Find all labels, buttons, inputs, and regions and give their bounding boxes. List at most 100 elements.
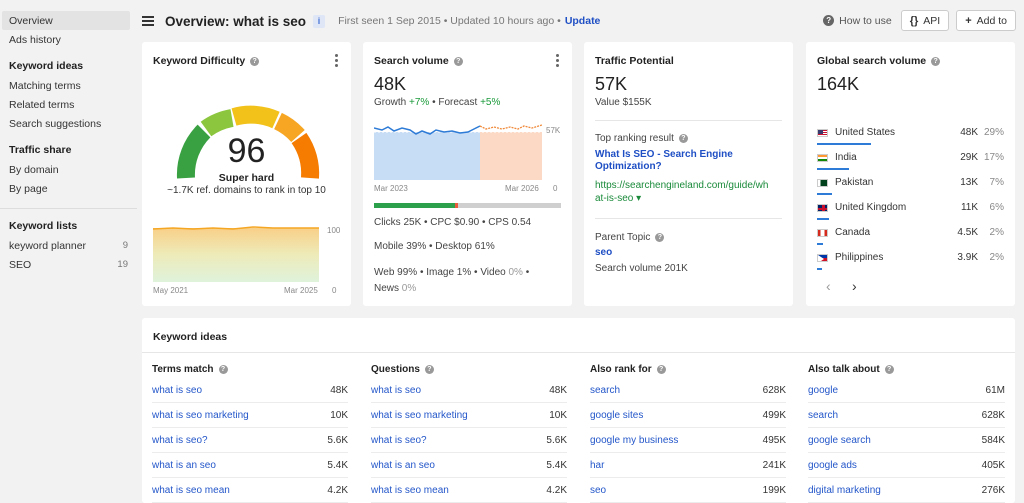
sidebar-item-matching-terms[interactable]: Matching terms [9, 79, 81, 92]
sidebar-item-ads-history[interactable]: Ads history [9, 33, 61, 46]
kd-subtext: ~1.7K ref. domains to rank in top 10 [167, 185, 326, 196]
tp-value-usd: Value $155K [595, 97, 652, 108]
prev-page-icon[interactable]: ‹ [826, 278, 831, 294]
country-row[interactable]: India 29K 17% [817, 145, 1004, 170]
help-icon[interactable]: ? [453, 56, 463, 66]
table-row[interactable]: what is an seo 5.4K [152, 453, 348, 478]
sidebar-item-overview[interactable]: Overview [2, 11, 130, 30]
kd-ymin: 0 [332, 286, 337, 295]
kd-title: Keyword Difficulty? [153, 55, 260, 67]
table-row[interactable]: what is seo 48K [152, 378, 348, 403]
ideas-col-questions: Questions? what is seo 48K what is seo ma… [371, 360, 567, 503]
country-bar [817, 168, 849, 170]
table-row[interactable]: what is an seo 5.4K [371, 453, 567, 478]
flag-in-icon [817, 153, 828, 162]
sidebar-section-keyword-lists: Keyword lists [9, 220, 78, 232]
update-link[interactable]: Update [564, 15, 601, 27]
info-icon[interactable]: i [313, 14, 326, 28]
flag-pk-icon [817, 178, 828, 187]
kebab-menu-icon[interactable] [335, 54, 339, 67]
next-page-icon[interactable]: › [852, 278, 857, 294]
sidebar-list-seo[interactable]: SEO 19 [9, 258, 128, 271]
sidebar-item-by-domain[interactable]: By domain [9, 163, 59, 176]
country-row[interactable]: Canada 4.5K 2% [817, 220, 1004, 245]
gsv-title: Global search volume? [817, 55, 941, 67]
sidebar-item-related-terms[interactable]: Related terms [9, 98, 75, 111]
table-row[interactable]: google ads 405K [808, 453, 1005, 478]
sv-growth: Growth +7% • Forecast +5% [374, 97, 501, 108]
table-row[interactable]: digital marketing 276K [808, 478, 1005, 503]
sidebar-item-by-page[interactable]: By page [9, 182, 48, 195]
help-icon[interactable]: ? [678, 134, 688, 143]
table-row[interactable]: google 61M [808, 378, 1005, 403]
ideas-col-also-rank-for: Also rank for? search 628K google sites 49… [590, 360, 786, 503]
help-icon[interactable]: ? [931, 56, 941, 66]
country-row[interactable]: United Kingdom 11K 6% [817, 195, 1004, 220]
plus-icon: + [965, 14, 972, 27]
tp-value: 57K [595, 74, 628, 94]
table-row[interactable]: search 628K [590, 378, 786, 403]
tp-top-result-url[interactable]: https://searchengineland.com/guide/what-… [595, 180, 769, 204]
sidebar-section-keyword-ideas: Keyword ideas [9, 60, 84, 72]
flag-ca-icon [817, 228, 828, 237]
tp-card: Traffic Potential 57K Value $155K Top ra… [584, 42, 793, 306]
country-bar [817, 143, 871, 145]
table-row[interactable]: what is seo mean 4.2K [371, 478, 567, 503]
sidebar-item-search-suggestions[interactable]: Search suggestions [9, 117, 102, 130]
tp-parent-sv: Search volume 201K [595, 263, 688, 274]
tp-title: Traffic Potential [595, 55, 674, 67]
table-row[interactable]: what is seo marketing 10K [152, 403, 348, 428]
sidebar-section-traffic-share: Traffic share [9, 144, 72, 156]
gsv-card: Global search volume? 164K United States… [806, 42, 1015, 306]
country-bar [817, 193, 832, 195]
table-row[interactable]: search 628K [808, 403, 1005, 428]
sidebar-list-keyword-planner[interactable]: keyword planner 9 [9, 239, 128, 252]
country-row[interactable]: Philippines 3.9K 2% [817, 245, 1004, 270]
table-row[interactable]: what is seo 48K [371, 378, 567, 403]
ideas-col-terms-match: Terms match? what is seo 48K what is seo … [152, 360, 348, 503]
gsv-value: 164K [817, 74, 860, 94]
menu-icon[interactable] [142, 16, 154, 26]
table-row[interactable]: what is seo? 5.6K [371, 428, 567, 453]
how-to-use-link[interactable]: ? How to use [823, 15, 892, 27]
tp-parent-topic[interactable]: seo [595, 247, 613, 258]
keyword-ideas-card: Keyword ideas Terms match? what is seo 48… [142, 318, 1015, 503]
table-row[interactable]: what is seo? 5.6K [152, 428, 348, 453]
sidebar-divider [0, 208, 137, 209]
table-row[interactable]: google sites 499K [590, 403, 786, 428]
kd-x-start: May 2021 [153, 286, 189, 295]
table-row[interactable]: what is seo mean 4.2K [152, 478, 348, 503]
kd-card: Keyword Difficulty? 96 Super hard ~1.7K … [142, 42, 351, 306]
page-title: Overview: what is seo [165, 13, 307, 29]
help-icon[interactable]: ? [655, 233, 665, 242]
kd-value: 96 [227, 132, 266, 170]
tp-top-result-title[interactable]: What Is SEO - Search Engine Optimization… [595, 149, 733, 172]
table-row[interactable]: google search 584K [808, 428, 1005, 453]
table-row[interactable]: har 241K [590, 453, 786, 478]
table-row[interactable]: what is seo marketing 10K [371, 403, 567, 428]
api-icon: {} [909, 14, 919, 27]
sv-clicks: Clicks 25K • CPC $0.90 • CPS 0.54 [374, 217, 532, 228]
table-row[interactable]: google my business 495K [590, 428, 786, 453]
add-to-button[interactable]: + Add to [956, 10, 1016, 31]
tp-top-result-label: Top ranking result? [595, 133, 688, 144]
flag-us-icon [817, 128, 828, 137]
kebab-menu-icon[interactable] [556, 54, 560, 67]
help-icon[interactable]: ? [656, 364, 666, 374]
country-row[interactable]: Pakistan 13K 7% [817, 170, 1004, 195]
api-button[interactable]: {} API [900, 10, 950, 31]
help-icon[interactable]: ? [884, 364, 894, 374]
sv-title: Search volume? [374, 55, 463, 67]
question-icon: ? [823, 15, 835, 26]
help-icon[interactable]: ? [250, 56, 260, 66]
help-icon[interactable]: ? [424, 364, 434, 374]
kd-gauge [176, 105, 320, 179]
country-bar [817, 218, 829, 220]
table-row[interactable]: seo 199K [590, 478, 786, 503]
list-count: 19 [117, 259, 128, 270]
help-icon[interactable]: ? [218, 364, 228, 374]
kd-x-end: Mar 2025 [284, 286, 318, 295]
country-bar [817, 268, 822, 270]
sv-x-end: Mar 2026 [505, 184, 539, 193]
country-row[interactable]: United States 48K 29% [817, 120, 1004, 145]
